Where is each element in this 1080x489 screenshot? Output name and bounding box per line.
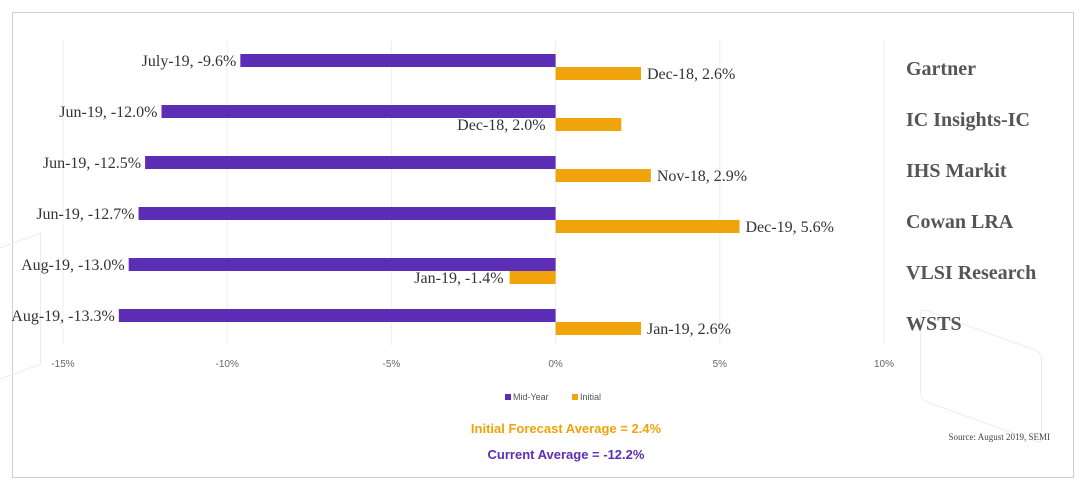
x-tick-label: 10% [874,359,894,370]
mid-year-data-label: July-19, -9.6% [142,53,237,70]
category-label: Cowan LRA [906,211,1014,233]
page-caption-partial [0,478,1080,489]
mid-year-data-label: Jun-19, -12.5% [43,155,141,172]
legend-label-initial: Initial [580,392,601,402]
initial-average-annotation: Initial Forecast Average = 2.4% [471,421,662,436]
bar-initial [555,220,740,233]
category-label: Gartner [906,58,976,80]
mid-year-data-label: Aug-19, -13.0% [21,257,125,274]
initial-data-label: Jan-19, 2.6% [647,321,731,338]
mid-year-data-label: Aug-19, -13.3% [11,308,115,325]
initial-data-label: Nov-18, 2.9% [657,168,747,185]
x-tick-label: 0% [548,359,563,370]
bar-mid-year [138,207,556,220]
initial-data-label: Dec-19, 5.6% [746,219,834,236]
category-label: IC Insights-IC [906,109,1030,131]
current-average-annotation: Current Average = -12.2% [488,447,645,462]
x-tick-label: -5% [383,359,401,370]
bar-initial [555,169,651,182]
initial-data-label: Dec-18, 2.6% [647,66,735,83]
legend: Mid-Year Initial [505,392,601,402]
bar-initial [509,271,556,284]
legend-swatch-mid-year [505,394,511,400]
initial-data-label: Jan-19, -1.4% [414,270,503,287]
forecast-bar-chart: July-19, -9.6% Dec-18, 2.6% Jun-19, -12.0%… [11,40,1050,462]
mid-year-data-label: Jun-19, -12.0% [59,104,157,121]
source-note: Source: August 2019, SEMI [948,432,1050,442]
bar-initial [555,322,641,335]
mid-year-data-label: Jun-19, -12.7% [36,206,134,223]
bar-mid-year [128,258,556,271]
x-tick-label: -15% [51,359,74,370]
x-tick-label: 5% [713,359,728,370]
x-tick-label: -10% [216,359,239,370]
category-label: IHS Markit [906,160,1007,182]
category-label: VLSI Research [906,262,1036,284]
bar-mid-year [118,309,556,322]
bar-mid-year [240,54,556,67]
category-label: WSTS [906,313,962,335]
initial-data-label: Dec-18, 2.0% [457,117,545,134]
bar-initial [555,67,641,80]
bar-mid-year [145,156,556,169]
chart-frame [12,12,1074,478]
legend-swatch-initial [572,394,578,400]
legend-label-mid-year: Mid-Year [513,392,549,402]
bar-mid-year [161,105,556,118]
bar-initial [555,118,622,131]
